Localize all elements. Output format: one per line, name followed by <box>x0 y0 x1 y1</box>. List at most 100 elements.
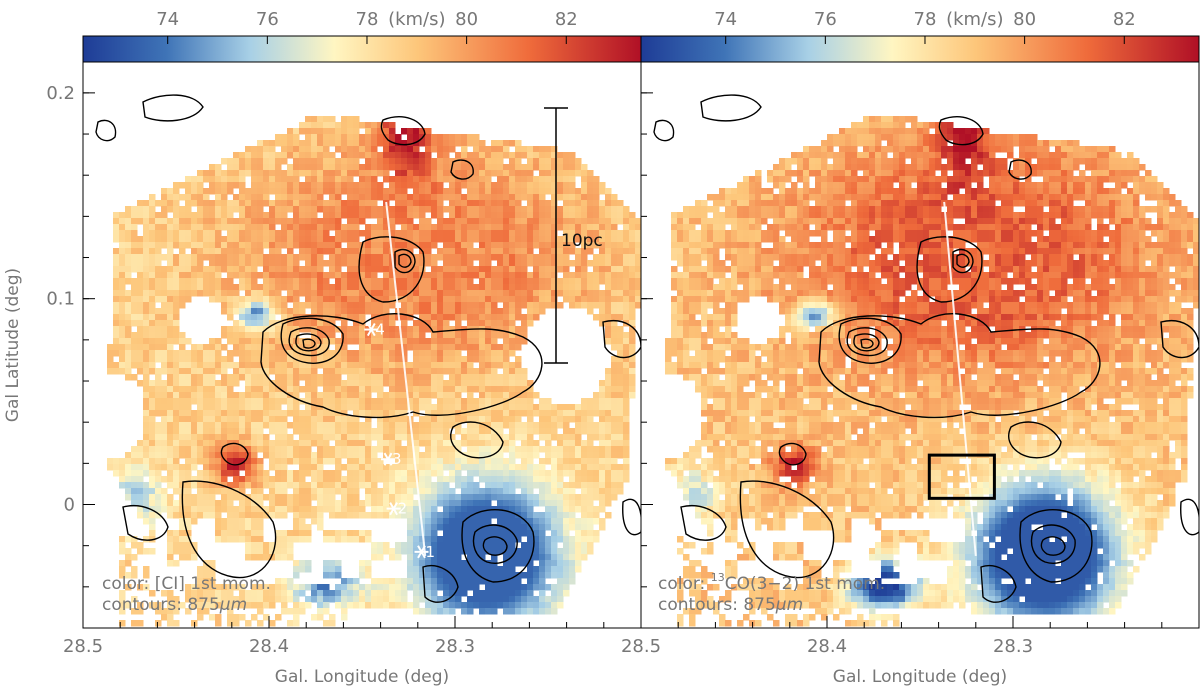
velocity-pixel <box>557 170 564 177</box>
velocity-pixel <box>239 230 246 237</box>
velocity-pixel <box>497 254 504 261</box>
velocity-pixel <box>491 368 498 375</box>
velocity-pixel <box>353 200 360 207</box>
velocity-pixel <box>305 188 312 195</box>
velocity-pixel <box>293 158 300 165</box>
velocity-pixel <box>239 368 246 375</box>
velocity-pixel <box>143 230 150 237</box>
velocity-pixel <box>251 404 258 411</box>
velocity-pixel <box>431 446 438 453</box>
velocity-pixel <box>575 278 582 285</box>
velocity-pixel <box>539 152 546 159</box>
velocity-pixel <box>281 452 288 459</box>
velocity-pixel <box>323 302 330 309</box>
velocity-pixel <box>287 398 294 405</box>
velocity-pixel <box>131 320 138 327</box>
velocity-pixel <box>485 428 492 435</box>
velocity-pixel <box>215 488 222 495</box>
velocity-pixel <box>185 230 192 237</box>
velocity-pixel <box>155 326 162 333</box>
velocity-pixel <box>587 422 594 429</box>
velocity-pixel <box>137 464 144 471</box>
velocity-pixel <box>407 434 414 441</box>
velocity-pixel <box>167 326 174 333</box>
velocity-pixel <box>227 176 234 183</box>
velocity-pixel <box>443 170 450 177</box>
velocity-pixel <box>563 530 570 537</box>
velocity-pixel <box>167 200 174 207</box>
velocity-pixel <box>221 440 228 447</box>
velocity-pixel <box>479 512 486 519</box>
velocity-pixel <box>245 308 252 315</box>
velocity-pixel <box>533 476 540 483</box>
velocity-pixel <box>575 428 582 435</box>
velocity-pixel <box>515 464 522 471</box>
velocity-pixel <box>527 182 534 189</box>
velocity-pixel <box>485 488 492 495</box>
velocity-pixel <box>233 218 240 225</box>
velocity-pixel <box>569 416 576 423</box>
velocity-pixel <box>329 302 336 309</box>
velocity-pixel <box>437 182 444 189</box>
velocity-pixel <box>545 254 552 261</box>
velocity-pixel <box>245 470 252 477</box>
velocity-pixel <box>611 422 618 429</box>
velocity-pixel <box>443 500 450 507</box>
velocity-pixel <box>473 542 480 549</box>
velocity-pixel <box>329 536 336 543</box>
velocity-pixel <box>473 332 480 339</box>
velocity-pixel <box>635 242 641 249</box>
velocity-pixel <box>269 230 276 237</box>
velocity-pixel <box>179 386 186 393</box>
velocity-pixel <box>335 128 342 135</box>
velocity-pixel <box>545 482 552 489</box>
velocity-pixel <box>425 368 432 375</box>
velocity-pixel <box>269 542 276 549</box>
velocity-pixel <box>389 452 396 459</box>
velocity-pixel <box>371 128 378 135</box>
velocity-pixel <box>245 440 252 447</box>
velocity-pixel <box>287 284 294 291</box>
velocity-pixel <box>395 482 402 489</box>
velocity-pixel <box>335 500 342 507</box>
velocity-pixel <box>575 170 582 177</box>
velocity-pixel <box>347 248 354 255</box>
velocity-pixel <box>539 494 546 501</box>
velocity-pixel <box>161 290 168 297</box>
velocity-pixel <box>467 320 474 327</box>
velocity-pixel <box>599 518 606 525</box>
velocity-pixel <box>233 422 240 429</box>
velocity-pixel <box>305 362 312 369</box>
velocity-pixel <box>425 488 432 495</box>
velocity-pixel <box>503 284 510 291</box>
velocity-pixel <box>143 428 150 435</box>
velocity-pixel <box>365 512 372 519</box>
velocity-pixel <box>131 254 138 261</box>
velocity-pixel <box>341 290 348 297</box>
velocity-pixel <box>449 206 456 213</box>
velocity-pixel <box>173 230 180 237</box>
velocity-pixel <box>599 464 606 471</box>
velocity-pixel <box>197 212 204 219</box>
velocity-pixel <box>539 248 546 255</box>
velocity-pixel <box>359 218 366 225</box>
velocity-pixel <box>605 272 612 279</box>
velocity-pixel <box>587 284 594 291</box>
velocity-pixel <box>401 338 408 345</box>
velocity-pixel <box>185 290 192 297</box>
velocity-pixel <box>527 176 534 183</box>
velocity-pixel <box>113 296 120 303</box>
velocity-pixel <box>179 422 186 429</box>
velocity-pixel <box>239 332 246 339</box>
velocity-pixel <box>239 350 246 357</box>
velocity-pixel <box>173 356 180 363</box>
velocity-pixel <box>443 314 450 321</box>
velocity-pixel <box>149 278 156 285</box>
velocity-pixel <box>239 440 246 447</box>
velocity-pixel <box>293 386 300 393</box>
velocity-pixel <box>341 260 348 267</box>
velocity-pixel <box>473 470 480 477</box>
velocity-pixel <box>263 344 270 351</box>
velocity-pixel <box>539 464 546 471</box>
velocity-pixel <box>581 530 588 537</box>
